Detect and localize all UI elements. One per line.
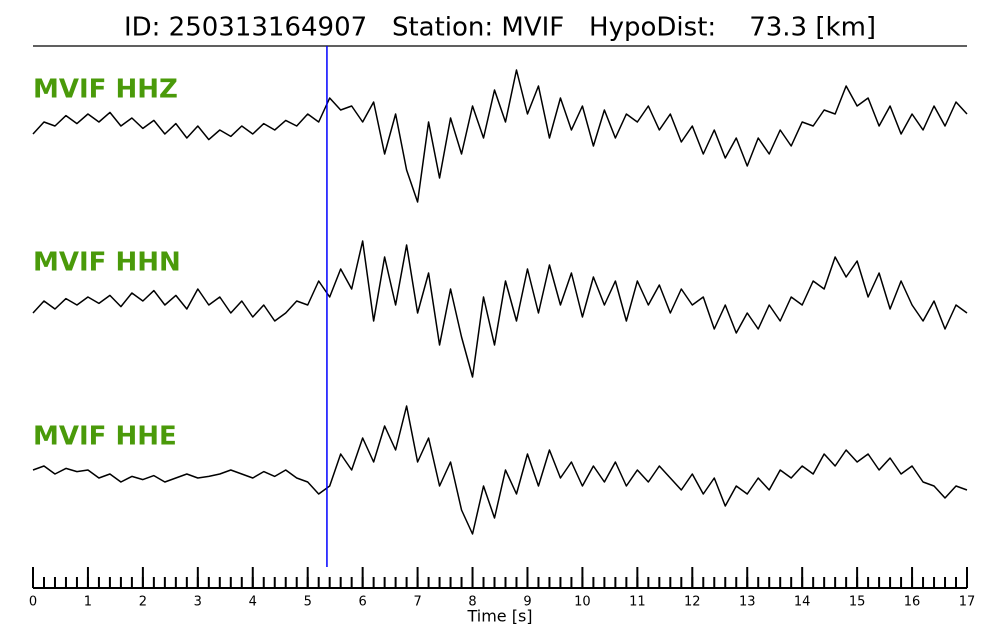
x-tick-label: 11 <box>629 595 646 610</box>
waveform <box>32 405 968 535</box>
trace-label: MVIF HHE <box>33 422 177 452</box>
waveform <box>32 69 968 203</box>
x-tick-label: 4 <box>249 595 257 610</box>
x-tick-label: 17 <box>959 595 976 610</box>
chart-title: ID: 250313164907 Station: MVIF HypoDist:… <box>124 13 876 43</box>
x-tick-label: 15 <box>849 595 866 610</box>
x-tick-label: 9 <box>523 595 531 610</box>
waveform <box>32 240 968 378</box>
x-tick-label: 10 <box>574 595 591 610</box>
x-tick-label: 12 <box>684 595 701 610</box>
x-tick-label: 5 <box>304 595 312 610</box>
x-tick-label: 16 <box>904 595 921 610</box>
x-tick-label: 6 <box>359 595 367 610</box>
trace-label: MVIF HHN <box>33 248 181 278</box>
x-tick-label: 3 <box>194 595 202 610</box>
x-tick-label: 1 <box>84 595 92 610</box>
x-tick-label: 13 <box>739 595 756 610</box>
x-tick-label: 14 <box>794 595 811 610</box>
x-tick-label: 0 <box>29 595 37 610</box>
trace-label: MVIF HHZ <box>33 75 178 105</box>
x-axis-label: Time [s] <box>466 607 532 626</box>
x-tick-label: 2 <box>139 595 147 610</box>
x-tick-label: 8 <box>468 595 476 610</box>
x-tick-label: 7 <box>413 595 421 610</box>
